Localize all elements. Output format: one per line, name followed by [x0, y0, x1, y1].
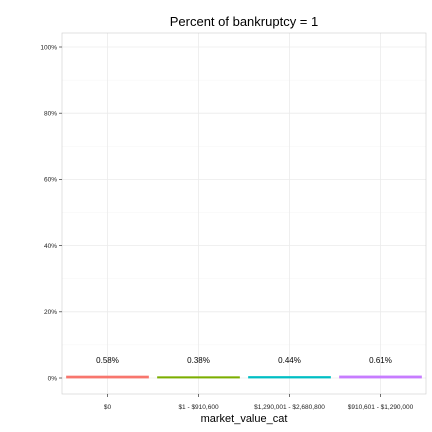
y-axis: 0% 20% 40% 60% 80% 100% [40, 44, 62, 382]
data-label-2: 0.44% [278, 356, 301, 365]
data-label-0: 0.58% [96, 356, 119, 365]
data-label-1: 0.38% [187, 356, 210, 365]
bar-1 [157, 376, 240, 379]
x-tick-label-0: $0 [104, 404, 112, 411]
chart-title: Percent of bankruptcy = 1 [170, 14, 319, 29]
bar-2 [248, 376, 331, 379]
bars [66, 375, 422, 379]
data-label-3: 0.61% [369, 356, 392, 365]
y-tick-label-3: 60% [44, 177, 57, 184]
x-axis: $0 $1 - $910,600 $1,290,001 - $2,680,800 $9… [104, 394, 414, 411]
x-axis-label: market_value_cat [201, 413, 288, 425]
grid-lines [62, 33, 426, 394]
x-tick-label-2: $1,290,001 - $2,680,800 [254, 404, 325, 411]
y-tick-label-5: 100% [40, 44, 57, 51]
y-tick-label-4: 80% [44, 111, 57, 118]
panel-border [61, 32, 427, 395]
bar-0 [66, 375, 149, 379]
y-tick-label-1: 20% [44, 309, 57, 316]
y-tick-label-2: 40% [44, 243, 57, 250]
plot-panel [62, 33, 426, 394]
data-labels: 0.58% 0.38% 0.44% 0.61% [96, 356, 392, 365]
bar-3 [339, 375, 422, 379]
x-tick-label-1: $1 - $910,600 [178, 404, 219, 411]
y-tick-label-0: 0% [48, 375, 58, 382]
x-tick-label-3: $910,601 - $1,290,000 [348, 404, 414, 411]
